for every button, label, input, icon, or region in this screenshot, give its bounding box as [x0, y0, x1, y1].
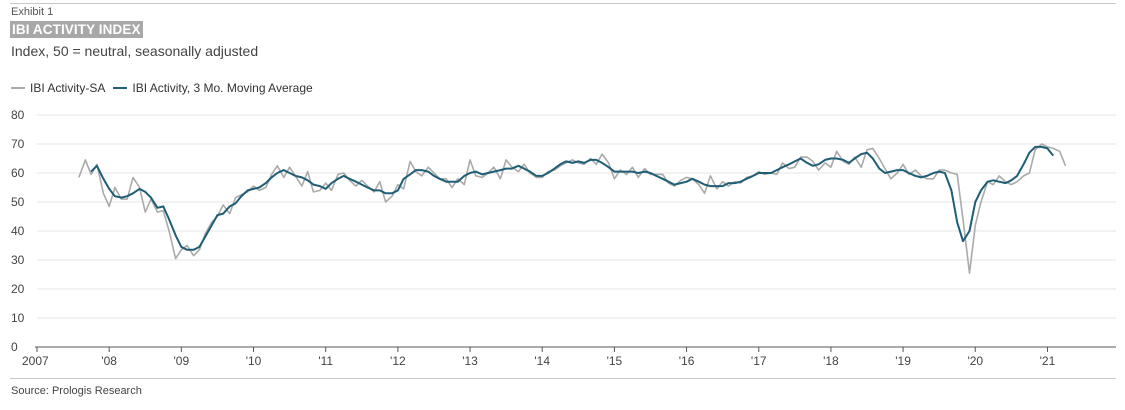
series-line-1: [90, 145, 1054, 251]
chart-title: IBI ACTIVITY INDEX: [10, 21, 143, 38]
legend-swatch-avg: [113, 87, 128, 89]
x-tick-label-'16: '16: [679, 354, 695, 368]
chart-subtitle: Index, 50 = neutral, seasonally adjusted: [11, 43, 259, 59]
y-tick-label-0: 0: [11, 340, 18, 354]
y-tick-label-30: 30: [11, 253, 25, 267]
x-tick-label-'10: '10: [246, 354, 262, 368]
y-tick-label-10: 10: [11, 311, 25, 325]
x-tick-label-'21: '21: [1040, 354, 1056, 368]
x-tick-label-'14: '14: [534, 354, 550, 368]
y-tick-label-20: 20: [11, 282, 25, 296]
x-tick-label-2007: 2007: [22, 354, 49, 368]
legend-swatch-raw: [11, 87, 25, 89]
legend-item-raw: IBI Activity-SA: [11, 81, 105, 95]
x-tick-label-'13: '13: [462, 354, 478, 368]
x-tick-label-'18: '18: [823, 354, 839, 368]
legend-item-avg: IBI Activity, 3 Mo. Moving Average: [113, 81, 313, 95]
source-note: Source: Prologis Research: [11, 385, 142, 397]
legend-label-avg: IBI Activity, 3 Mo. Moving Average: [132, 81, 313, 95]
x-tick-label-'20: '20: [967, 354, 983, 368]
x-tick-label-'15: '15: [607, 354, 623, 368]
x-tick-label-'08: '08: [101, 354, 117, 368]
legend-label-raw: IBI Activity-SA: [30, 81, 106, 95]
bottom-rule: [10, 378, 1116, 379]
exhibit-label: Exhibit 1: [11, 6, 54, 18]
y-tick-label-50: 50: [11, 195, 25, 209]
y-tick-label-40: 40: [11, 224, 25, 238]
x-tick-label-'09: '09: [174, 354, 190, 368]
y-tick-label-60: 60: [11, 166, 25, 180]
chart-legend: IBI Activity-SA IBI Activity, 3 Mo. Movi…: [11, 81, 321, 95]
x-tick-label-'17: '17: [751, 354, 767, 368]
top-rule: [10, 3, 1116, 4]
y-tick-label-70: 70: [11, 137, 25, 151]
x-tick-label-'12: '12: [390, 354, 406, 368]
x-tick-label-'19: '19: [895, 354, 911, 368]
x-tick-label-'11: '11: [318, 354, 333, 368]
y-tick-label-80: 80: [11, 108, 25, 122]
